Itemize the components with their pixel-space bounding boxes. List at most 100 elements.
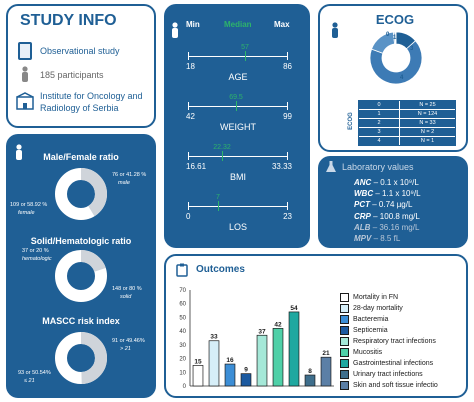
sex-ratio-title: Male/Female ratio — [43, 152, 119, 162]
mascc-high-label: > 21 — [120, 346, 131, 352]
male-slice — [55, 168, 107, 220]
ecog-score: 1 — [359, 110, 400, 118]
range-min: 18 — [186, 62, 195, 71]
range-min-tick — [188, 52, 189, 60]
legend-swatch — [340, 293, 349, 302]
range-row: 57 18 86 AGE — [164, 42, 310, 90]
range-row: 22.32 16.61 33.33 BMI — [164, 142, 310, 190]
outcomes-panel: Outcomes 0 10 20 30 40 50 60 70 15 33 16 9 37 42 54 8 21… — [164, 254, 468, 398]
institution-name: Institute for Oncology and Radiology of … — [40, 91, 143, 113]
bar-5 — [256, 334, 268, 387]
range-median-tick — [222, 151, 223, 161]
range-min-tick — [188, 102, 189, 110]
sex-ratio-donut — [55, 168, 107, 220]
bar-value-label: 33 — [210, 334, 218, 341]
range-max-tick — [287, 152, 288, 160]
bar-4 — [240, 373, 252, 387]
hematologic-slice — [55, 250, 107, 302]
ranges-panel: Min Median Max 57 18 86 AGE 69.5 42 99 W… — [164, 4, 310, 248]
range-max: 23 — [283, 212, 292, 221]
study-type: Observational study — [40, 46, 120, 56]
legend-label: Mortality in FN — [353, 294, 399, 301]
range-min-tick — [188, 152, 189, 160]
range-max: 99 — [283, 112, 292, 121]
lab-row: ANC – 0.1 x 10⁹/L — [354, 178, 419, 187]
max-header: Max — [274, 20, 290, 29]
lab-value: – 1.1 x 10⁹/L — [375, 189, 421, 199]
lab-name: ALB — [354, 222, 371, 232]
range-line — [188, 156, 288, 157]
legend-item: Gastrointestinal infections — [340, 358, 438, 369]
tumor-ratio-title: Solid/Hematologic ratio — [30, 236, 132, 246]
bar-value-label: 15 — [194, 358, 202, 365]
solid-count: 148 or 80 % — [112, 286, 142, 292]
lab-name: ANC — [354, 178, 372, 187]
female-count: 109 or 58.92 % — [10, 202, 48, 208]
mascc-high-slice — [55, 332, 107, 384]
range-min-tick — [188, 202, 189, 210]
range-line — [188, 206, 288, 207]
legend-item: Septicemia — [340, 325, 438, 336]
mascc-low-label: ≤ 21 — [24, 378, 35, 384]
range-line — [188, 106, 288, 107]
ecog-slice-4 — [394, 31, 397, 45]
legend-label: Septicemia — [353, 327, 388, 334]
range-label: AGE — [228, 72, 248, 82]
lab-name: PCT — [354, 200, 370, 210]
range-row: 7 0 23 LOS — [164, 192, 310, 240]
ecog-slice-label: 2 — [406, 37, 410, 43]
bar-6 — [272, 328, 284, 387]
legend-label: Bacteremia — [353, 316, 389, 323]
ecog-count: N = 25 — [419, 102, 436, 108]
range-median-tick — [218, 201, 219, 211]
bar-3 — [224, 363, 236, 387]
clipboard-icon — [18, 42, 32, 60]
legend-swatch — [340, 370, 349, 379]
lab-title: Laboratory values — [342, 162, 414, 172]
lab-value: – 0.74 µg/L — [372, 200, 413, 210]
lab-row: ALB – 36.16 mg/L — [354, 223, 419, 232]
lab-row: MPV – 8.5 fL — [354, 234, 400, 243]
bar-1 — [192, 365, 204, 387]
range-min: 42 — [186, 112, 195, 121]
lab-name: MPV — [354, 234, 372, 243]
person-icon — [332, 22, 338, 38]
ecog-table-row: 2 N = 33 — [359, 118, 455, 127]
legend-item: Urinary tract infections — [340, 369, 438, 380]
range-max: 33.33 — [271, 162, 292, 171]
demographics-panel: Male/Female ratio 76 or 41.28 % male 109… — [6, 134, 156, 398]
ecog-donut: 0 1 23 4 — [369, 31, 423, 85]
y-tick-label: 30 — [179, 343, 186, 349]
lab-value: – 8.5 fL — [373, 234, 401, 243]
ecog-slice-label: 3 — [410, 46, 414, 52]
legend-swatch — [340, 304, 349, 313]
lab-value: – 36.16 mg/L — [372, 222, 420, 232]
ecog-table-row: 4 N = 1 — [359, 136, 455, 145]
legend-label: Gastrointestinal infections — [353, 360, 434, 367]
male-label: male — [118, 180, 130, 186]
range-min: 16.61 — [186, 162, 207, 171]
bar-value-label: 9 — [244, 367, 248, 374]
bar-value-label: 21 — [322, 350, 330, 357]
legend-label: Respiratory tract infections — [353, 338, 436, 345]
legend-label: Urinary tract infections — [353, 371, 423, 378]
legend-label: Skin and soft tissue infectio — [353, 382, 438, 389]
female-label: female — [18, 210, 35, 216]
hematologic-label: hematologic — [22, 256, 52, 262]
ecog-count: N = 33 — [419, 120, 436, 126]
lab-row: WBC – 1.1 x 10⁹/L — [354, 189, 421, 198]
bar-8 — [304, 374, 316, 387]
ecog-title: ECOG — [375, 12, 415, 27]
range-label: LOS — [228, 222, 247, 232]
bar-value-label: 54 — [290, 305, 298, 312]
ecog-table-row: 0 N = 25 — [359, 101, 455, 109]
ecog-score: 4 — [359, 137, 400, 145]
range-median: 7 — [216, 194, 220, 201]
legend-item: Mucositis — [340, 347, 438, 358]
legend-item: Bacteremia — [340, 314, 438, 325]
range-min: 0 — [186, 212, 191, 221]
range-median: 22.32 — [213, 144, 231, 151]
ecog-slice-label: 0 — [386, 32, 390, 38]
study-info-title: STUDY INFO — [20, 12, 117, 29]
ecog-score: 0 — [359, 101, 400, 109]
